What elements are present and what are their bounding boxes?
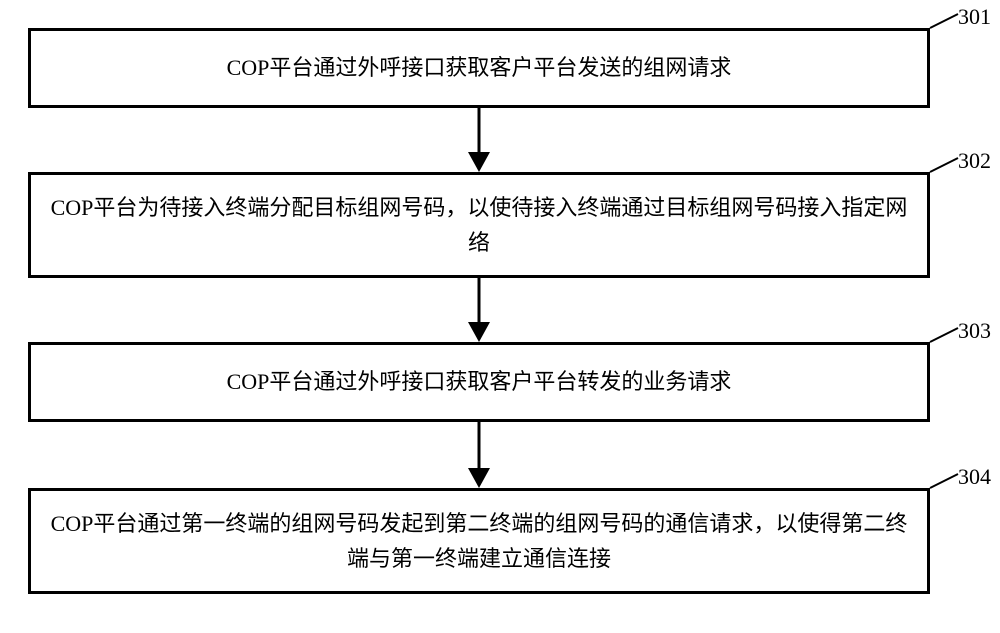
flow-arrow xyxy=(468,278,490,342)
flow-node-label: 301 xyxy=(958,4,991,30)
flow-node-label: 304 xyxy=(958,464,991,490)
flow-arrow xyxy=(468,108,490,172)
flow-node-301: COP平台通过外呼接口获取客户平台发送的组网请求 xyxy=(28,28,930,108)
flow-node-304: COP平台通过第一终端的组网号码发起到第二终端的组网号码的通信请求，以使得第二终… xyxy=(28,488,930,594)
flow-node-303: COP平台通过外呼接口获取客户平台转发的业务请求 xyxy=(28,342,930,422)
leader-line xyxy=(930,158,958,172)
flowchart-canvas: COP平台通过外呼接口获取客户平台发送的组网请求 301 COP平台为待接入终端… xyxy=(0,0,1000,633)
flow-node-text: COP平台通过第一终端的组网号码发起到第二终端的组网号码的通信请求，以使得第二终… xyxy=(41,506,917,576)
flow-node-label: 303 xyxy=(958,318,991,344)
leader-line xyxy=(930,328,958,342)
flow-node-text: COP平台为待接入终端分配目标组网号码，以使待接入终端通过目标组网号码接入指定网… xyxy=(41,190,917,260)
flow-node-302: COP平台为待接入终端分配目标组网号码，以使待接入终端通过目标组网号码接入指定网… xyxy=(28,172,930,278)
flow-arrow xyxy=(468,422,490,488)
leader-line xyxy=(930,474,958,488)
flow-node-text: COP平台通过外呼接口获取客户平台发送的组网请求 xyxy=(227,50,732,85)
leader-line xyxy=(930,14,958,28)
flow-node-text: COP平台通过外呼接口获取客户平台转发的业务请求 xyxy=(227,364,732,399)
flow-node-label: 302 xyxy=(958,148,991,174)
